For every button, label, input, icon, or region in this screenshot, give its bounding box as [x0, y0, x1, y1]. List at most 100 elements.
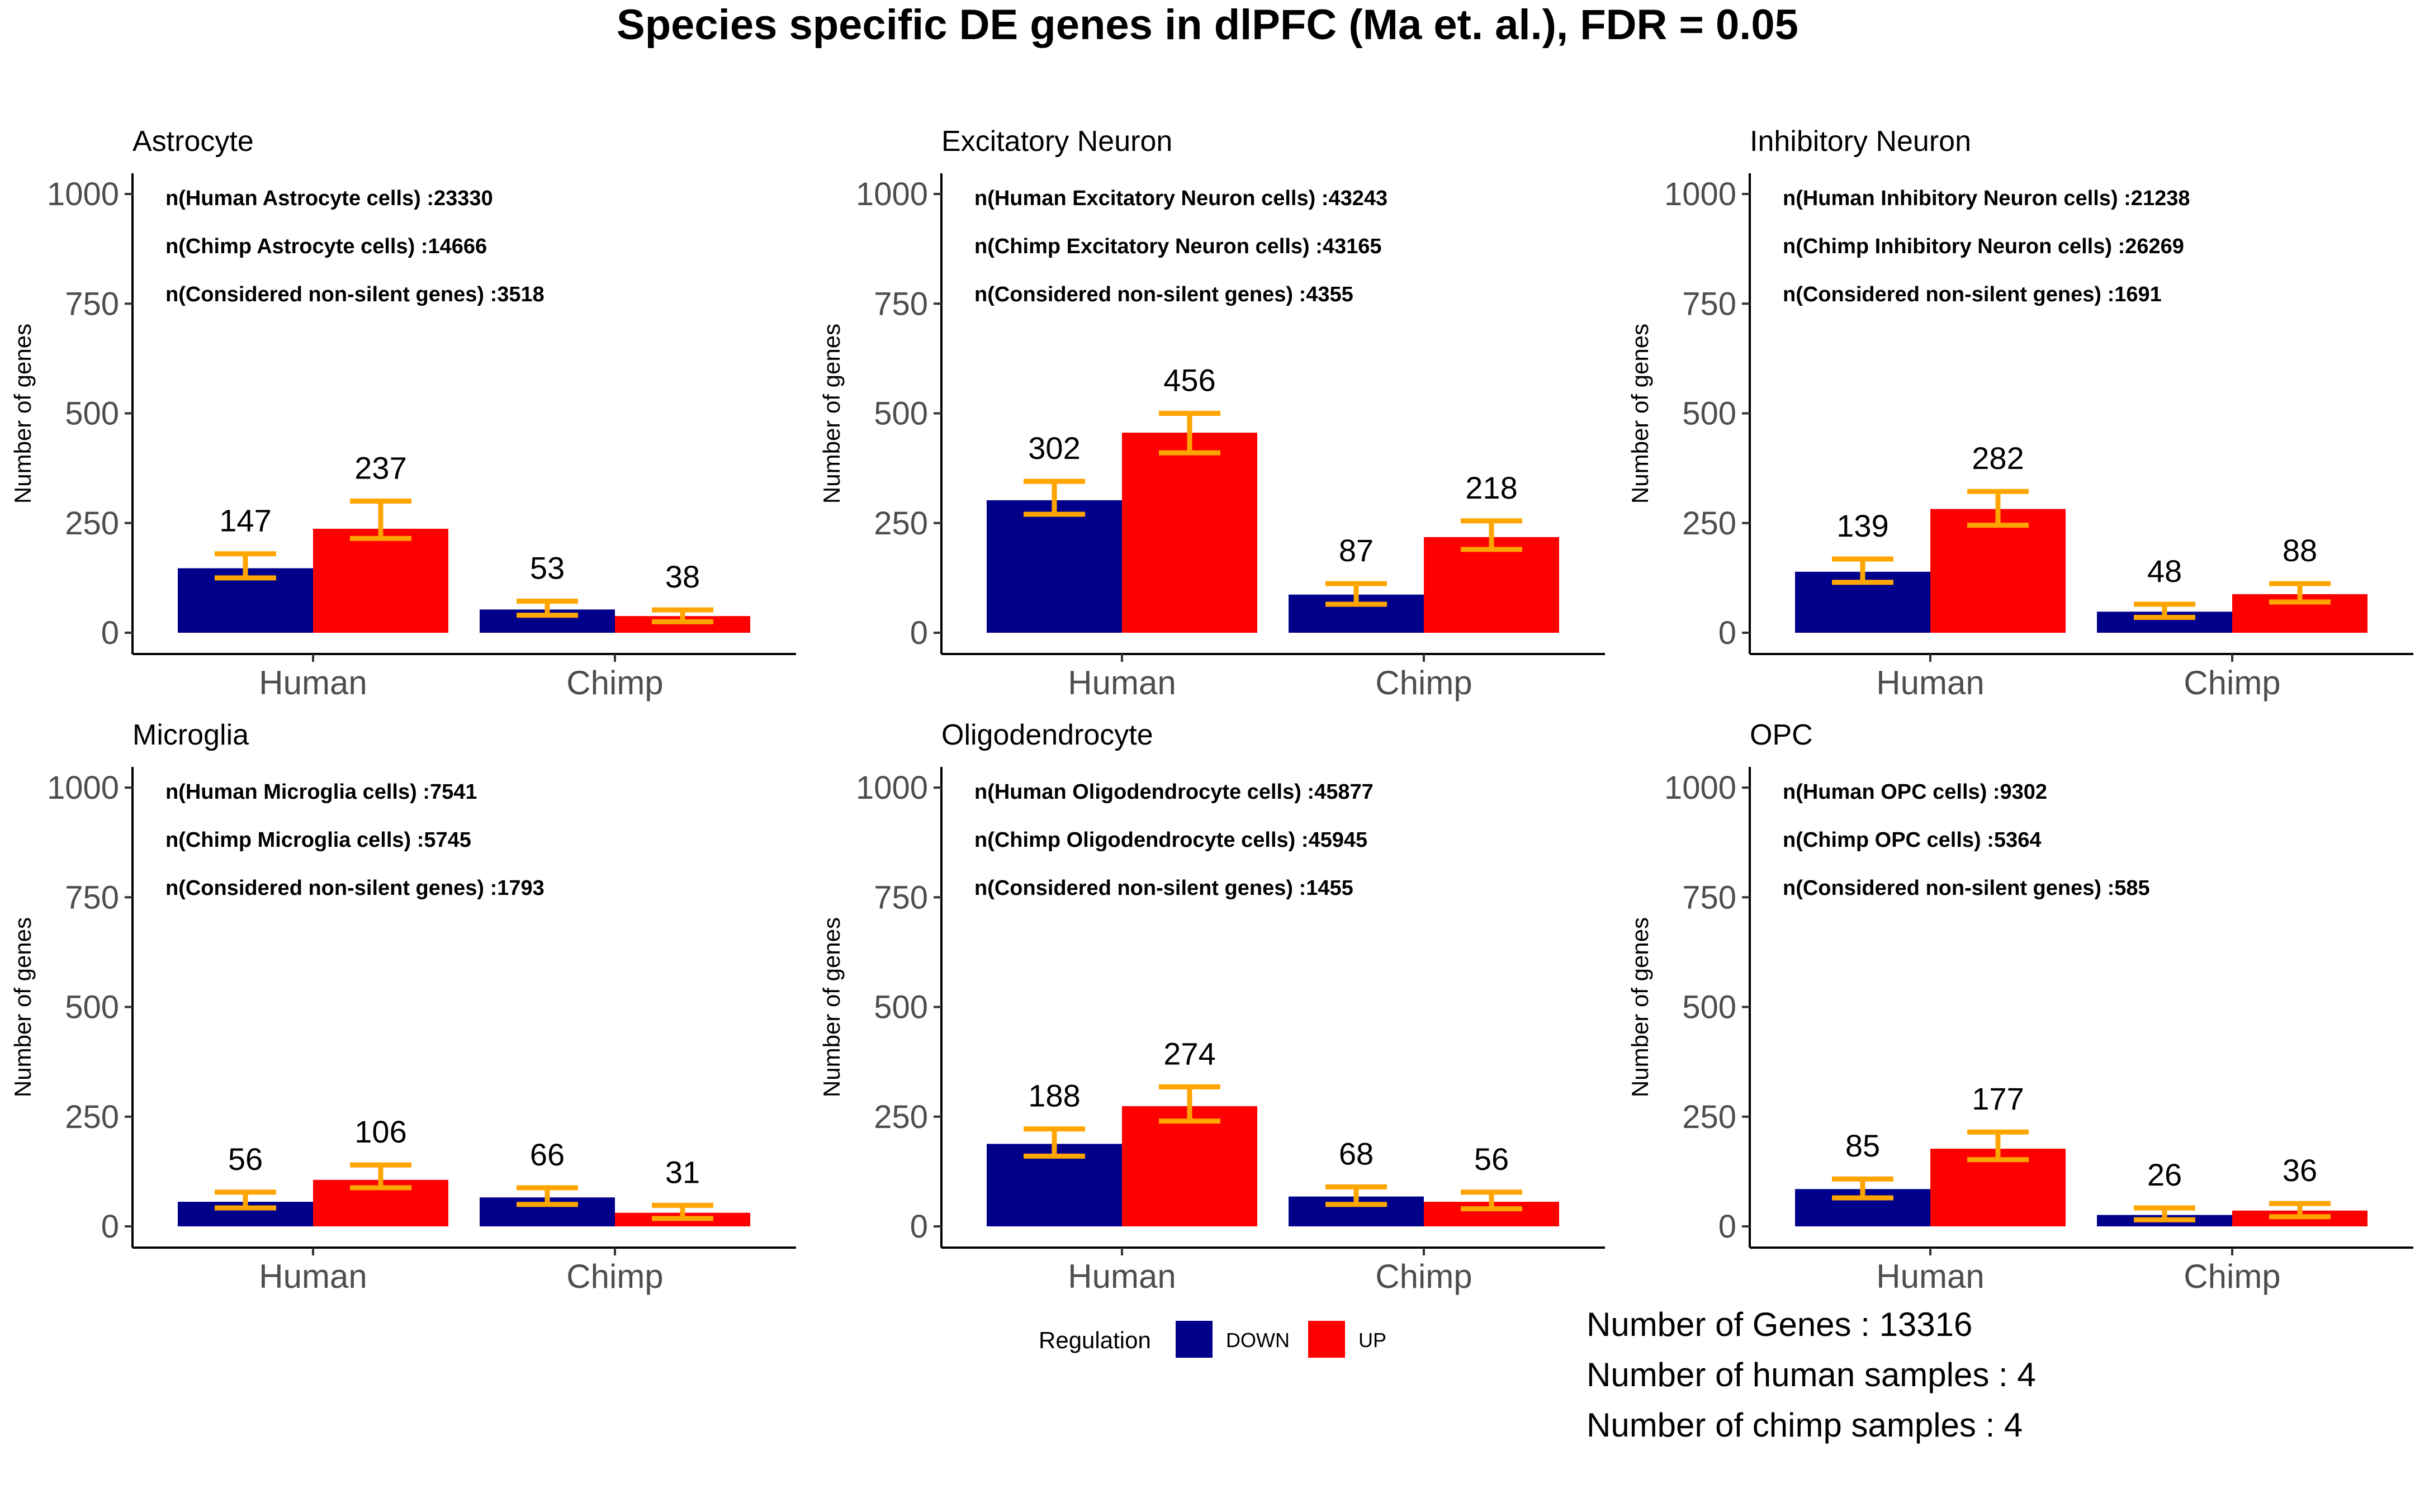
legend-label-up: UP	[1358, 1329, 1386, 1352]
data-label: 282	[1972, 440, 2024, 476]
panel-title: Excitatory Neuron	[941, 125, 1172, 158]
y-tick-label: 0	[101, 615, 119, 651]
x-tick-label: Human	[259, 664, 367, 702]
main-title: Species specific DE genes in dlPFC (Ma e…	[617, 1, 1798, 49]
data-label: 56	[1474, 1141, 1509, 1177]
data-label: 87	[1339, 533, 1374, 568]
data-label: 106	[354, 1114, 406, 1149]
data-label: 53	[530, 550, 565, 585]
note-chimp-samples: Number of chimp samples : 4	[1587, 1406, 2023, 1444]
panel-annotation: n(Chimp Excitatory Neuron cells) :43165	[974, 235, 1382, 258]
y-tick-label: 750	[874, 879, 928, 916]
data-label: 56	[228, 1141, 263, 1177]
data-label: 31	[665, 1154, 700, 1189]
data-label: 218	[1465, 470, 1517, 505]
panel-title: Inhibitory Neuron	[1750, 125, 1971, 158]
y-tick-label: 500	[1682, 396, 1736, 432]
bar-down	[987, 500, 1122, 633]
x-tick-label: Chimp	[1375, 1258, 1472, 1295]
legend-swatch-up	[1308, 1321, 1345, 1358]
data-label: 302	[1028, 430, 1080, 466]
y-tick-label: 750	[1682, 879, 1736, 916]
panel-title: Astrocyte	[132, 125, 254, 158]
data-label: 38	[665, 559, 700, 594]
panel-microglia: Microglia n(Human Microglia cells) :7541 n…	[10, 719, 796, 1295]
data-label: 188	[1028, 1078, 1080, 1113]
y-tick-label: 500	[65, 989, 119, 1026]
y-tick-label: 1000	[1664, 770, 1736, 806]
y-tick-label: 0	[1718, 615, 1736, 651]
data-label: 85	[1845, 1128, 1880, 1163]
data-label: 26	[2147, 1157, 2182, 1192]
x-tick-label: Human	[1068, 664, 1176, 702]
panel-annotation: n(Considered non-silent genes) :1691	[1783, 283, 2162, 306]
panel-annotation: n(Chimp OPC cells) :5364	[1783, 828, 2041, 852]
y-tick-label: 750	[65, 879, 119, 916]
legend-swatch-down	[1176, 1321, 1213, 1358]
y-tick-label: 750	[65, 286, 119, 322]
data-label: 48	[2147, 553, 2182, 589]
y-axis-label: Number of genes	[818, 324, 845, 504]
sample-notes: Number of Genes : 13316 Number of human …	[1587, 1306, 2036, 1444]
y-tick-label: 250	[1682, 505, 1736, 542]
x-tick-label: Chimp	[1375, 664, 1472, 702]
y-tick-label: 750	[874, 286, 928, 322]
data-label: 66	[530, 1137, 565, 1172]
y-axis-label: Number of genes	[1627, 917, 1653, 1097]
y-tick-label: 1000	[1664, 176, 1736, 212]
panel-oligodendrocyte: Oligodendrocyte n(Human Oligodendrocyte c…	[818, 719, 1605, 1295]
panel-annotation: n(Considered non-silent genes) :4355	[974, 283, 1353, 306]
y-tick-label: 250	[65, 1099, 119, 1135]
x-tick-label: Human	[259, 1258, 367, 1295]
y-axis-label: Number of genes	[1627, 324, 1653, 504]
x-tick-label: Chimp	[566, 1258, 663, 1295]
panel-inhibitory-neuron: Inhibitory Neuron n(Human Inhibitory Neur…	[1627, 125, 2413, 702]
legend: Regulation DOWN UP	[1039, 1321, 1386, 1358]
panel-annotation: n(Considered non-silent genes) :585	[1783, 876, 2150, 900]
y-axis-label: Number of genes	[10, 324, 36, 504]
y-tick-label: 1000	[47, 770, 119, 806]
panel-annotation: n(Chimp Inhibitory Neuron cells) :26269	[1783, 235, 2184, 258]
note-gene-count: Number of Genes : 13316	[1587, 1306, 1972, 1343]
y-tick-label: 0	[101, 1208, 119, 1245]
x-tick-label: Chimp	[566, 664, 663, 702]
panel-annotation: n(Considered non-silent genes) :3518	[165, 283, 544, 306]
panel-excitatory-neuron: Excitatory Neuron n(Human Excitatory Neur…	[818, 125, 1605, 702]
data-label: 139	[1836, 508, 1888, 543]
data-label: 237	[354, 451, 406, 486]
panel-annotation: n(Human Inhibitory Neuron cells) :21238	[1783, 187, 2190, 210]
bar-up	[313, 528, 448, 633]
data-label: 274	[1163, 1036, 1215, 1071]
y-tick-label: 500	[1682, 989, 1736, 1026]
panel-annotation: n(Human Excitatory Neuron cells) :43243	[974, 187, 1388, 210]
y-tick-label: 0	[910, 1208, 928, 1245]
y-tick-label: 250	[1682, 1099, 1736, 1135]
y-axis-label: Number of genes	[10, 917, 36, 1097]
y-tick-label: 250	[874, 505, 928, 542]
legend-title: Regulation	[1039, 1327, 1151, 1353]
panel-annotation: n(Human OPC cells) :9302	[1783, 780, 2047, 804]
bar-up	[1424, 537, 1559, 633]
data-label: 88	[2283, 533, 2317, 568]
panel-annotation: n(Chimp Astrocyte cells) :14666	[165, 235, 487, 258]
x-tick-label: Human	[1876, 1258, 1984, 1295]
panels: Astrocyte n(Human Astrocyte cells) :23330…	[10, 125, 2413, 1295]
y-tick-label: 500	[874, 396, 928, 432]
x-tick-label: Chimp	[2184, 1258, 2280, 1295]
panel-astrocyte: Astrocyte n(Human Astrocyte cells) :23330…	[10, 125, 796, 702]
panel-title: OPC	[1750, 719, 1813, 751]
data-label: 36	[2283, 1153, 2317, 1188]
panel-annotation: n(Considered non-silent genes) :1793	[165, 876, 544, 900]
x-tick-label: Chimp	[2184, 664, 2280, 702]
data-label: 68	[1339, 1136, 1374, 1171]
y-tick-label: 500	[65, 396, 119, 432]
panel-annotation: n(Human Astrocyte cells) :23330	[165, 187, 493, 210]
panel-annotation: n(Considered non-silent genes) :1455	[974, 876, 1353, 900]
y-tick-label: 1000	[47, 176, 119, 212]
legend-label-down: DOWN	[1226, 1329, 1290, 1352]
data-label: 456	[1163, 363, 1215, 398]
panel-annotation: n(Human Microglia cells) :7541	[165, 780, 477, 804]
data-label: 177	[1972, 1081, 2024, 1116]
